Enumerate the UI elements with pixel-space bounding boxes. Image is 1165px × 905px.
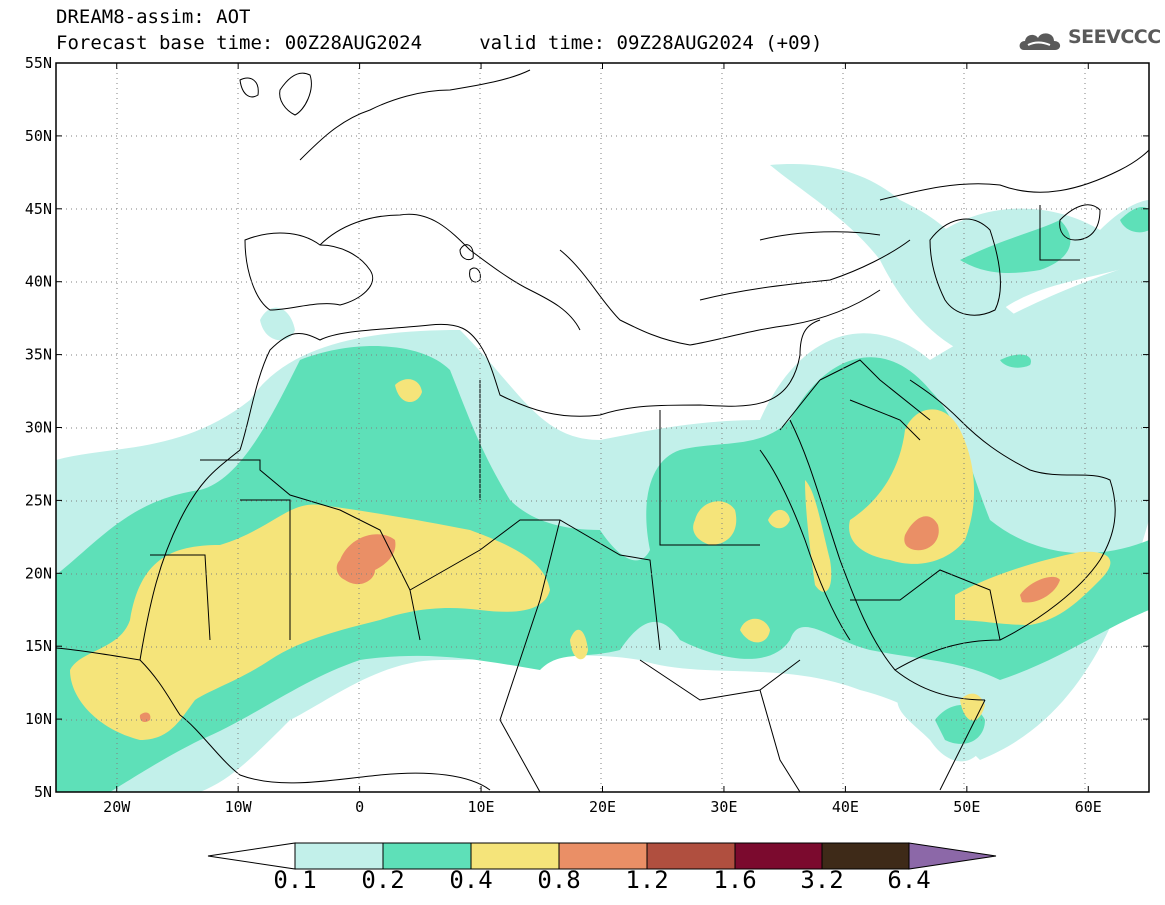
title-line-1: DREAM8-assim: AOT [56,6,251,28]
colorbar-label: 3.2 [800,866,844,894]
colorbar [207,842,997,870]
title-line-2: Forecast base time: 00Z28AUG2024 valid t… [56,32,823,54]
colorbar-box-5 [646,842,736,870]
colorbar-box-4 [558,842,648,870]
coastlines-borders [56,69,1149,792]
lon-tick-label: 30E [710,798,737,816]
lon-tick-label: 20E [589,798,616,816]
lon-tick-label: 20W [103,798,131,816]
axis-ticks: 20W 10W 0 10E 20E 30E 40E 50E 60E 55N 50N 45N 40N 35N… [25,54,1149,816]
lat-tick-label: 30N [25,419,52,437]
lat-tick-label: 15N [25,637,52,655]
lat-tick-label: 45N [25,200,52,218]
lat-tick-label: 55N [25,54,52,72]
lat-tick-label: 5N [34,783,52,801]
lon-tick-label: 10E [468,798,495,816]
lat-tick-label: 50N [25,127,52,145]
colorbar-label: 6.4 [887,866,931,894]
cloud-logo-icon [1019,33,1061,50]
lon-tick-label: 50E [953,798,980,816]
colorbar-label: 1.2 [625,866,669,894]
logo-text: SEEVCCC [1068,26,1161,48]
lon-tick-label: 40E [832,798,859,816]
colorbar-label: 0.2 [361,866,405,894]
colorbar-box-2 [382,842,472,870]
map-grid [56,63,1149,792]
lat-tick-label: 35N [25,346,52,364]
lon-tick-label: 0 [355,798,364,816]
colorbar-right-arrow [908,842,997,870]
aot-level-0-8 [139,516,1060,723]
colorbar-label: 0.8 [537,866,581,894]
lon-tick-label: 10W [225,798,253,816]
colorbar-box-3 [470,842,560,870]
lat-tick-label: 25N [25,491,52,509]
lat-tick-label: 40N [25,273,52,291]
lat-tick-label: 20N [25,564,52,582]
colorbar-label: 0.1 [273,866,317,894]
colorbar-label: 0.4 [449,866,493,894]
colorbar-box-7 [821,842,910,870]
lat-tick-label: 10N [25,710,52,728]
lon-tick-label: 60E [1075,798,1102,816]
colorbar-label: 1.6 [713,866,757,894]
colorbar-box-1 [294,842,384,870]
